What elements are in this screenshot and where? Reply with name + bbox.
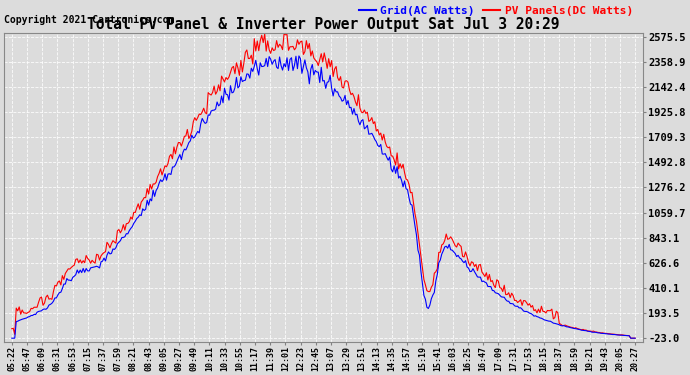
Title: Total PV Panel & Inverter Power Output Sat Jul 3 20:29: Total PV Panel & Inverter Power Output S…	[87, 17, 560, 32]
Line: Grid(AC Watts): Grid(AC Watts)	[12, 56, 635, 338]
Line: PV Panels(DC Watts): PV Panels(DC Watts)	[12, 34, 635, 338]
Grid(AC Watts)	[216, 102, 224, 106]
Grid(AC Watts)	[286, 57, 294, 62]
Grid(AC Watts)	[631, 336, 640, 340]
PV Panels(DC Watts)	[627, 336, 635, 340]
Text: Copyright 2021 Cartronics.com: Copyright 2021 Cartronics.com	[4, 15, 175, 25]
PV Panels(DC Watts)	[606, 332, 614, 336]
PV Panels(DC Watts)	[631, 336, 640, 340]
Grid(AC Watts)	[317, 65, 326, 70]
PV Panels(DC Watts)	[287, 45, 295, 49]
PV Panels(DC Watts)	[216, 88, 224, 93]
Grid(AC Watts)	[606, 332, 614, 336]
PV Panels(DC Watts)	[522, 300, 531, 305]
Legend: Grid(AC Watts), PV Panels(DC Watts): Grid(AC Watts), PV Panels(DC Watts)	[355, 2, 638, 21]
Grid(AC Watts)	[522, 309, 531, 314]
PV Panels(DC Watts)	[261, 32, 269, 36]
Grid(AC Watts)	[28, 313, 37, 318]
Grid(AC Watts)	[8, 336, 16, 340]
Grid(AC Watts)	[295, 54, 303, 58]
PV Panels(DC Watts)	[8, 326, 16, 331]
PV Panels(DC Watts)	[28, 306, 37, 311]
PV Panels(DC Watts)	[317, 51, 326, 56]
